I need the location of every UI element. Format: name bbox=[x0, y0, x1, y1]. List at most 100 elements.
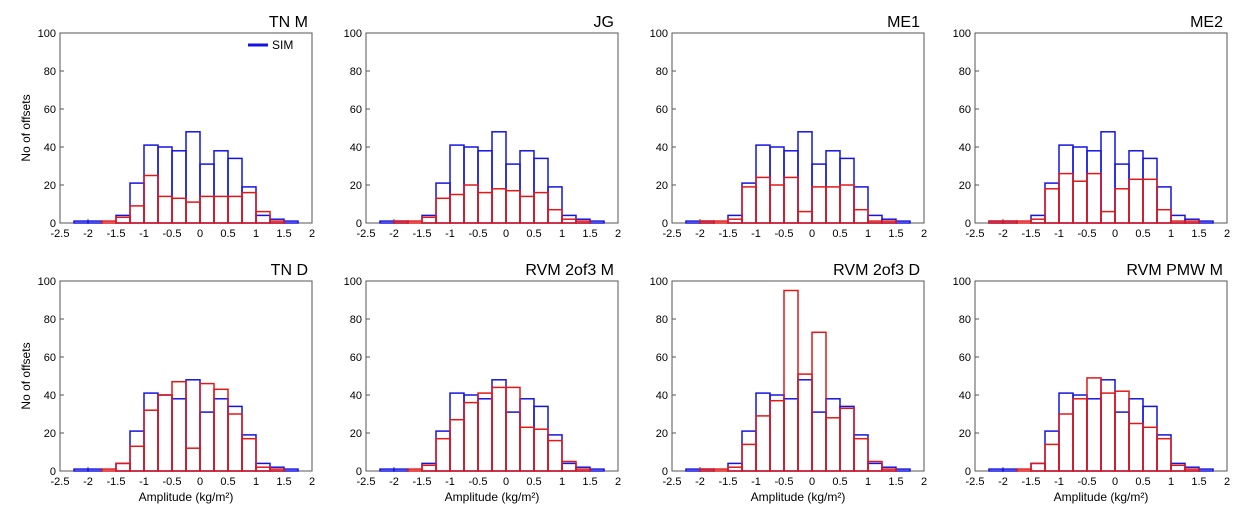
x-tick-label: -1.5 bbox=[413, 228, 432, 240]
obs-bar bbox=[1184, 220, 1200, 224]
panel-title: TN M bbox=[269, 14, 308, 31]
x-tick-label: 0.5 bbox=[1135, 228, 1150, 240]
x-tick-label: -1 bbox=[139, 228, 149, 240]
x-tick-label: 2 bbox=[615, 228, 621, 240]
x-tick-label: 1.5 bbox=[888, 228, 903, 240]
obs-bar bbox=[867, 460, 883, 472]
x-tick-label: -2.5 bbox=[51, 228, 70, 240]
x-tick-label: -1 bbox=[1054, 476, 1064, 488]
obs-bar bbox=[241, 191, 257, 224]
x-tick-label: -1.5 bbox=[1022, 476, 1041, 488]
panel-6: -2.5 -2 -1.5 -1 -0.5 0 0.5 1 1.5 2020406080100RVM… bbox=[344, 262, 621, 504]
legend-label-sim: SIM bbox=[272, 38, 293, 52]
x-tick-label: -2 bbox=[389, 228, 399, 240]
x-tick-label: -1 bbox=[445, 228, 455, 240]
x-tick-label: -1.5 bbox=[107, 476, 126, 488]
panel-title: ME1 bbox=[887, 14, 920, 31]
x-tick-label: -1.5 bbox=[1022, 228, 1041, 240]
y-tick-label: 100 bbox=[344, 28, 362, 40]
x-tick-label: 2 bbox=[921, 228, 927, 240]
y-axis-label: No of offsets bbox=[19, 342, 33, 409]
x-tick-label: 2 bbox=[1224, 476, 1230, 488]
y-tick-label: 20 bbox=[959, 180, 971, 192]
y-tick-label: 0 bbox=[965, 466, 971, 478]
y-tick-label: 80 bbox=[44, 314, 56, 326]
x-tick-label: 0.5 bbox=[526, 228, 541, 240]
y-tick-label: 20 bbox=[44, 180, 56, 192]
y-tick-label: 0 bbox=[662, 466, 668, 478]
x-tick-label: -0.5 bbox=[775, 228, 794, 240]
x-tick-label: -0.5 bbox=[469, 476, 488, 488]
x-tick-label: -0.5 bbox=[775, 476, 794, 488]
x-tick-label: 1.5 bbox=[582, 476, 597, 488]
x-tick-label: -0.5 bbox=[163, 476, 182, 488]
y-tick-label: 40 bbox=[350, 390, 362, 402]
obs-bar bbox=[881, 468, 897, 472]
obs-bar bbox=[269, 468, 285, 472]
y-tick-label: 40 bbox=[959, 142, 971, 154]
x-tick-label: -2 bbox=[83, 228, 93, 240]
x-tick-label: 0 bbox=[503, 476, 509, 488]
y-tick-label: 40 bbox=[44, 142, 56, 154]
x-tick-label: 0.5 bbox=[832, 228, 847, 240]
x-tick-label: 0 bbox=[809, 476, 815, 488]
panel-title: RVM 2of3 M bbox=[525, 262, 614, 279]
x-tick-label: -2.5 bbox=[357, 228, 376, 240]
y-tick-label: 20 bbox=[656, 428, 668, 440]
x-tick-label: 2 bbox=[615, 476, 621, 488]
y-tick-label: 80 bbox=[656, 66, 668, 78]
y-tick-label: 20 bbox=[350, 180, 362, 192]
y-tick-label: 100 bbox=[38, 276, 56, 288]
x-tick-label: -2.5 bbox=[663, 476, 682, 488]
y-tick-label: 60 bbox=[44, 352, 56, 364]
x-tick-label: -1 bbox=[139, 476, 149, 488]
y-tick-label: 80 bbox=[350, 314, 362, 326]
obs-bar bbox=[853, 437, 869, 472]
x-tick-label: 1.5 bbox=[1191, 228, 1206, 240]
y-tick-label: 40 bbox=[350, 142, 362, 154]
x-tick-label: 0 bbox=[1112, 476, 1118, 488]
x-tick-label: -0.5 bbox=[1078, 228, 1097, 240]
x-tick-label: -1.5 bbox=[719, 228, 738, 240]
obs-bar bbox=[575, 220, 591, 224]
x-tick-label: -2 bbox=[83, 476, 93, 488]
x-tick-label: 1 bbox=[1168, 228, 1174, 240]
x-tick-label: 0.5 bbox=[220, 228, 235, 240]
panel-title: JG bbox=[594, 14, 614, 31]
y-tick-label: 0 bbox=[50, 218, 56, 230]
panel-8: -2.5 -2 -1.5 -1 -0.5 0 0.5 1 1.5 2020406080100RVM… bbox=[953, 262, 1230, 504]
x-tick-label: 2 bbox=[1224, 228, 1230, 240]
x-tick-label: 1.5 bbox=[582, 228, 597, 240]
x-tick-label: -2.5 bbox=[966, 228, 985, 240]
x-tick-label: -1.5 bbox=[413, 476, 432, 488]
y-tick-label: 100 bbox=[38, 28, 56, 40]
panel-title: RVM PMW M bbox=[1126, 262, 1223, 279]
y-tick-label: 0 bbox=[356, 466, 362, 478]
x-tick-label: 2 bbox=[921, 476, 927, 488]
y-tick-label: 0 bbox=[356, 218, 362, 230]
x-tick-label: 1.5 bbox=[276, 228, 291, 240]
obs-bar bbox=[575, 468, 591, 472]
y-tick-label: 0 bbox=[965, 218, 971, 230]
y-tick-label: 20 bbox=[44, 428, 56, 440]
y-tick-label: 100 bbox=[953, 28, 971, 40]
x-tick-label: 1.5 bbox=[276, 476, 291, 488]
x-tick-label: 2 bbox=[309, 476, 315, 488]
x-tick-label: -1.5 bbox=[719, 476, 738, 488]
obs-bar bbox=[1170, 464, 1186, 472]
x-tick-label: 0.5 bbox=[220, 476, 235, 488]
x-tick-label: -2 bbox=[695, 476, 705, 488]
x-tick-label: 1 bbox=[865, 228, 871, 240]
x-tick-label: 0 bbox=[197, 228, 203, 240]
obs-bar bbox=[1156, 437, 1172, 472]
x-tick-label: 1 bbox=[253, 476, 259, 488]
obs-bar bbox=[839, 184, 855, 224]
panel-1: -2.5 -2 -1.5 -1 -0.5 0 0.5 1 1.5 2020406080100TN … bbox=[19, 14, 315, 240]
y-tick-label: 0 bbox=[50, 466, 56, 478]
panel-title: ME2 bbox=[1190, 14, 1223, 31]
y-tick-label: 60 bbox=[350, 104, 362, 116]
y-tick-label: 100 bbox=[344, 276, 362, 288]
